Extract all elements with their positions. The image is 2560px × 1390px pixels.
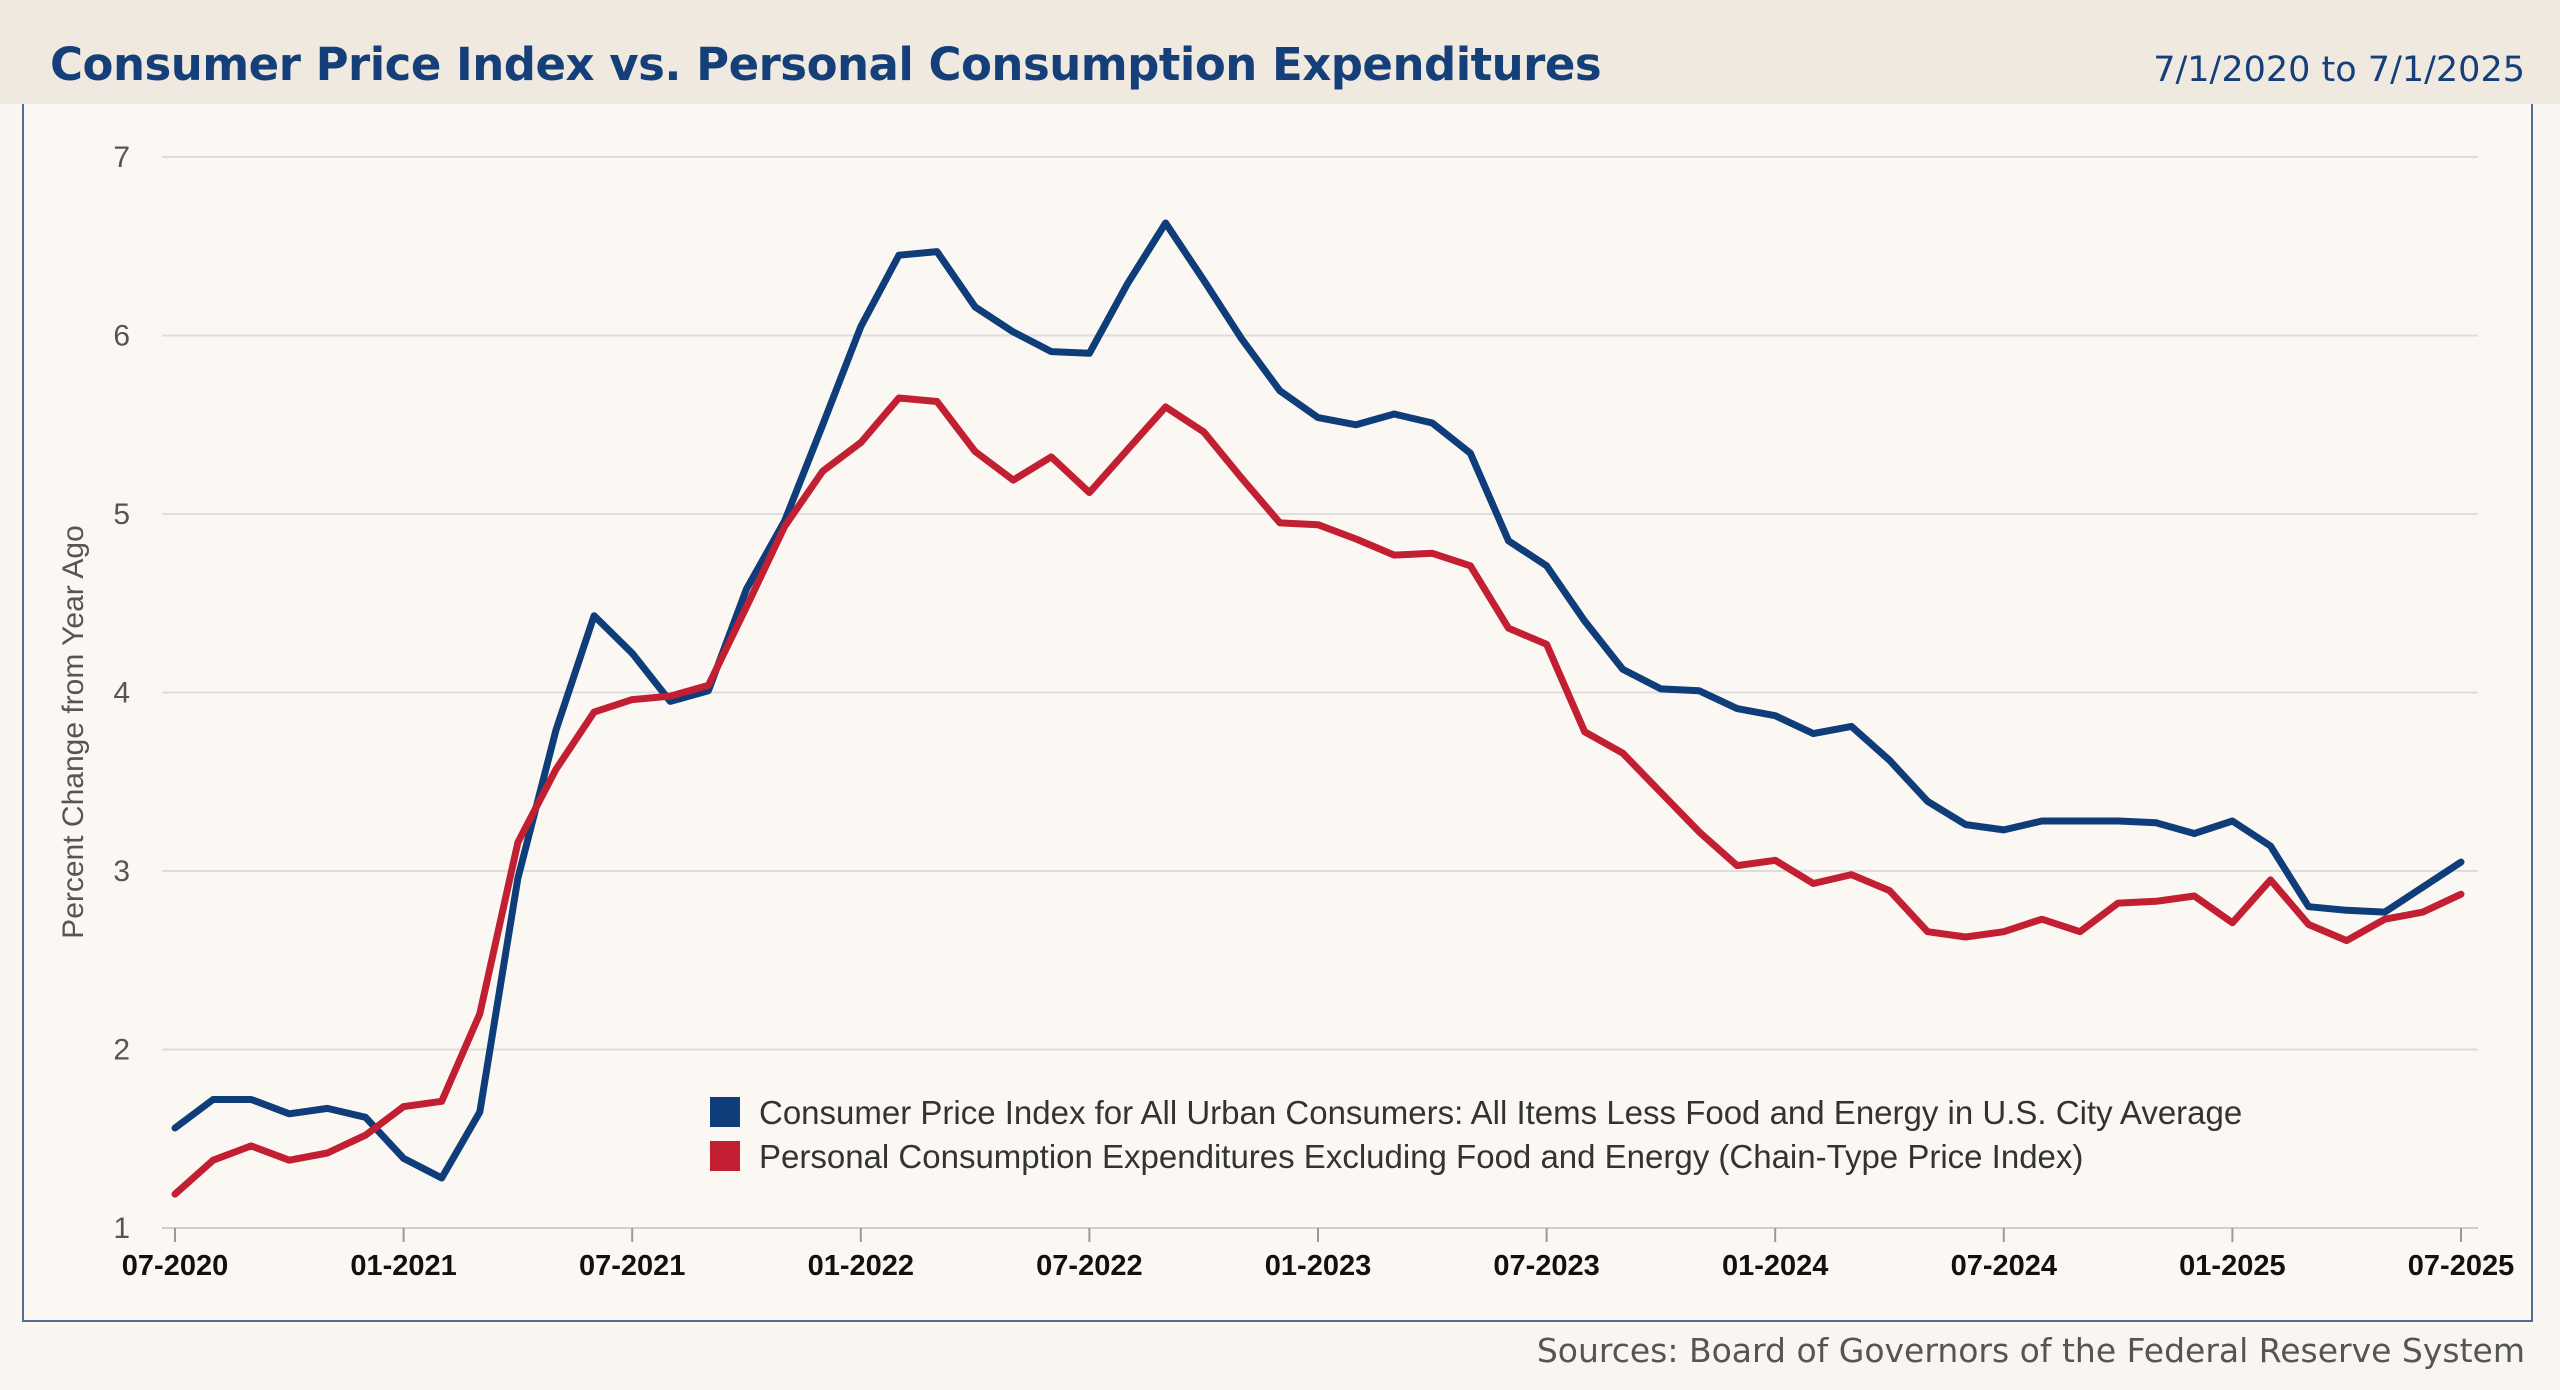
sources-note: Sources: Board of Governors of the Feder… [1536, 1331, 2525, 1370]
y-tick-label: 7 [113, 141, 130, 174]
x-tick-label: 01-2023 [1265, 1250, 1371, 1282]
x-tick-label: 01-2022 [808, 1250, 914, 1282]
y-tick-label: 3 [113, 855, 130, 888]
x-tick-label: 07-2024 [1951, 1250, 2057, 1282]
legend-swatch-cpi [710, 1097, 740, 1127]
x-axis-ticks: 07-2020 01-2021 07-2021 01-2022 07-2022 01-20… [122, 1228, 2514, 1282]
grid-lines [162, 156, 2478, 1229]
chart-frame [22, 104, 2533, 1322]
y-tick-label: 4 [113, 677, 130, 710]
date-range-label: 7/1/2020 to 7/1/2025 [2153, 50, 2525, 90]
x-tick-label: 07-2023 [1493, 1250, 1599, 1282]
x-tick-label: 07-2021 [579, 1250, 685, 1282]
legend-label-cpi: Consumer Price Index for All Urban Consu… [759, 1094, 2242, 1131]
y-axis-label: Percent Change from Year Ago [57, 525, 90, 939]
x-tick-label: 01-2025 [2179, 1250, 2285, 1282]
page-title: Consumer Price Index vs. Personal Consum… [50, 38, 1602, 91]
x-tick-label: 01-2021 [350, 1250, 456, 1282]
x-tick-label: 07-2020 [122, 1250, 228, 1282]
legend: Consumer Price Index for All Urban Consu… [710, 1094, 2242, 1175]
x-tick-label: 01-2024 [1722, 1250, 1828, 1282]
x-tick-label: 07-2025 [2408, 1250, 2514, 1282]
series-lines [171, 219, 2465, 1198]
y-tick-label: 1 [113, 1212, 130, 1245]
y-tick-label: 2 [113, 1034, 130, 1067]
series-line-cpi [171, 219, 2465, 1182]
series-line-pce [171, 394, 2465, 1198]
y-axis-ticks: 1 2 3 4 5 6 7 [113, 141, 130, 1245]
y-tick-label: 6 [113, 320, 130, 353]
legend-swatch-pce [710, 1141, 740, 1171]
legend-label-pce: Personal Consumption Expenditures Exclud… [759, 1138, 2083, 1175]
y-tick-label: 5 [113, 498, 130, 531]
x-tick-label: 07-2022 [1036, 1250, 1142, 1282]
header-bar [0, 0, 2560, 104]
